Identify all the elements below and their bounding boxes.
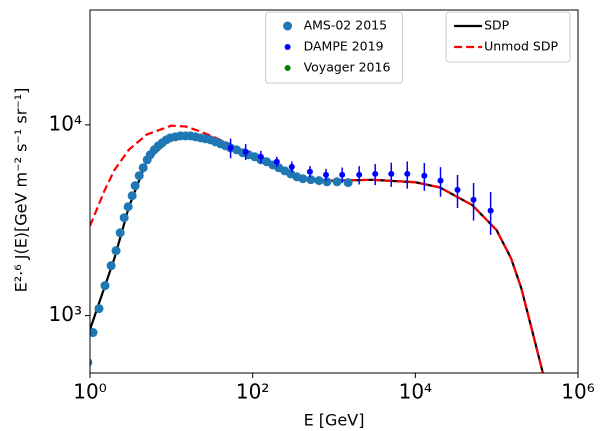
legend-box [445, 11, 571, 63]
data-point [332, 177, 342, 187]
legend-box [265, 11, 403, 84]
data-point [487, 207, 494, 214]
data-point [115, 228, 125, 238]
data-point [90, 328, 98, 338]
x-tick-label: 10² [236, 380, 269, 404]
data-point [404, 170, 411, 177]
data-point [100, 281, 110, 291]
y-tick-label: 10³ [49, 302, 82, 326]
data-point [111, 246, 121, 256]
legend-swatch [284, 65, 291, 71]
legend-label: Unmod SDP [484, 39, 558, 54]
data-point [90, 358, 93, 367]
legend: SDP Unmod SDP [445, 11, 571, 63]
data-point [314, 176, 324, 186]
data-point [134, 171, 144, 181]
x-tick-label: 10⁴ [399, 380, 432, 404]
data-point [94, 304, 104, 314]
plot-frame [89, 9, 579, 374]
data-point [372, 170, 379, 177]
data-point [388, 170, 395, 177]
data-point [119, 213, 129, 223]
legend-label: AMS-02 2015 [304, 18, 387, 33]
data-point [227, 144, 234, 151]
plot-area [90, 124, 544, 373]
legend-label: SDP [484, 18, 510, 33]
x-tick-label: 10⁶ [561, 380, 594, 404]
data-point [437, 177, 444, 184]
data-point [421, 172, 428, 179]
data-line [90, 124, 544, 373]
data-point [298, 174, 308, 184]
data-point [257, 153, 264, 160]
data-point [470, 196, 477, 203]
data-point [123, 202, 133, 212]
data-line [90, 135, 544, 373]
data-point [306, 168, 313, 175]
data-point [138, 163, 148, 173]
legend-label: DAMPE 2019 [304, 39, 384, 54]
data-point [288, 163, 295, 170]
data-point [273, 158, 280, 165]
x-axis-label: E [GeV] [304, 411, 365, 430]
data-point [454, 186, 461, 193]
y-tick-label: 10⁴ [49, 111, 82, 135]
data-point [322, 177, 332, 187]
data-point [339, 171, 346, 178]
y-axis-label: E²·⁶ J(E)[GeV m⁻² s⁻¹ sr⁻¹] [12, 88, 31, 293]
data-point [127, 191, 137, 201]
data-point [130, 181, 140, 191]
x-tick-label: 10⁰ [73, 380, 106, 404]
legend-swatch [283, 21, 293, 31]
data-point [306, 175, 316, 185]
data-point [322, 171, 329, 178]
data-point [106, 261, 116, 271]
data-point [343, 178, 353, 188]
data-point [242, 148, 249, 155]
legend-label: Voyager 2016 [304, 60, 391, 75]
legend: AMS-02 2015 DAMPE 2019 Voyager 2016 [265, 11, 403, 84]
legend-swatch [284, 44, 291, 50]
data-point [356, 171, 363, 178]
